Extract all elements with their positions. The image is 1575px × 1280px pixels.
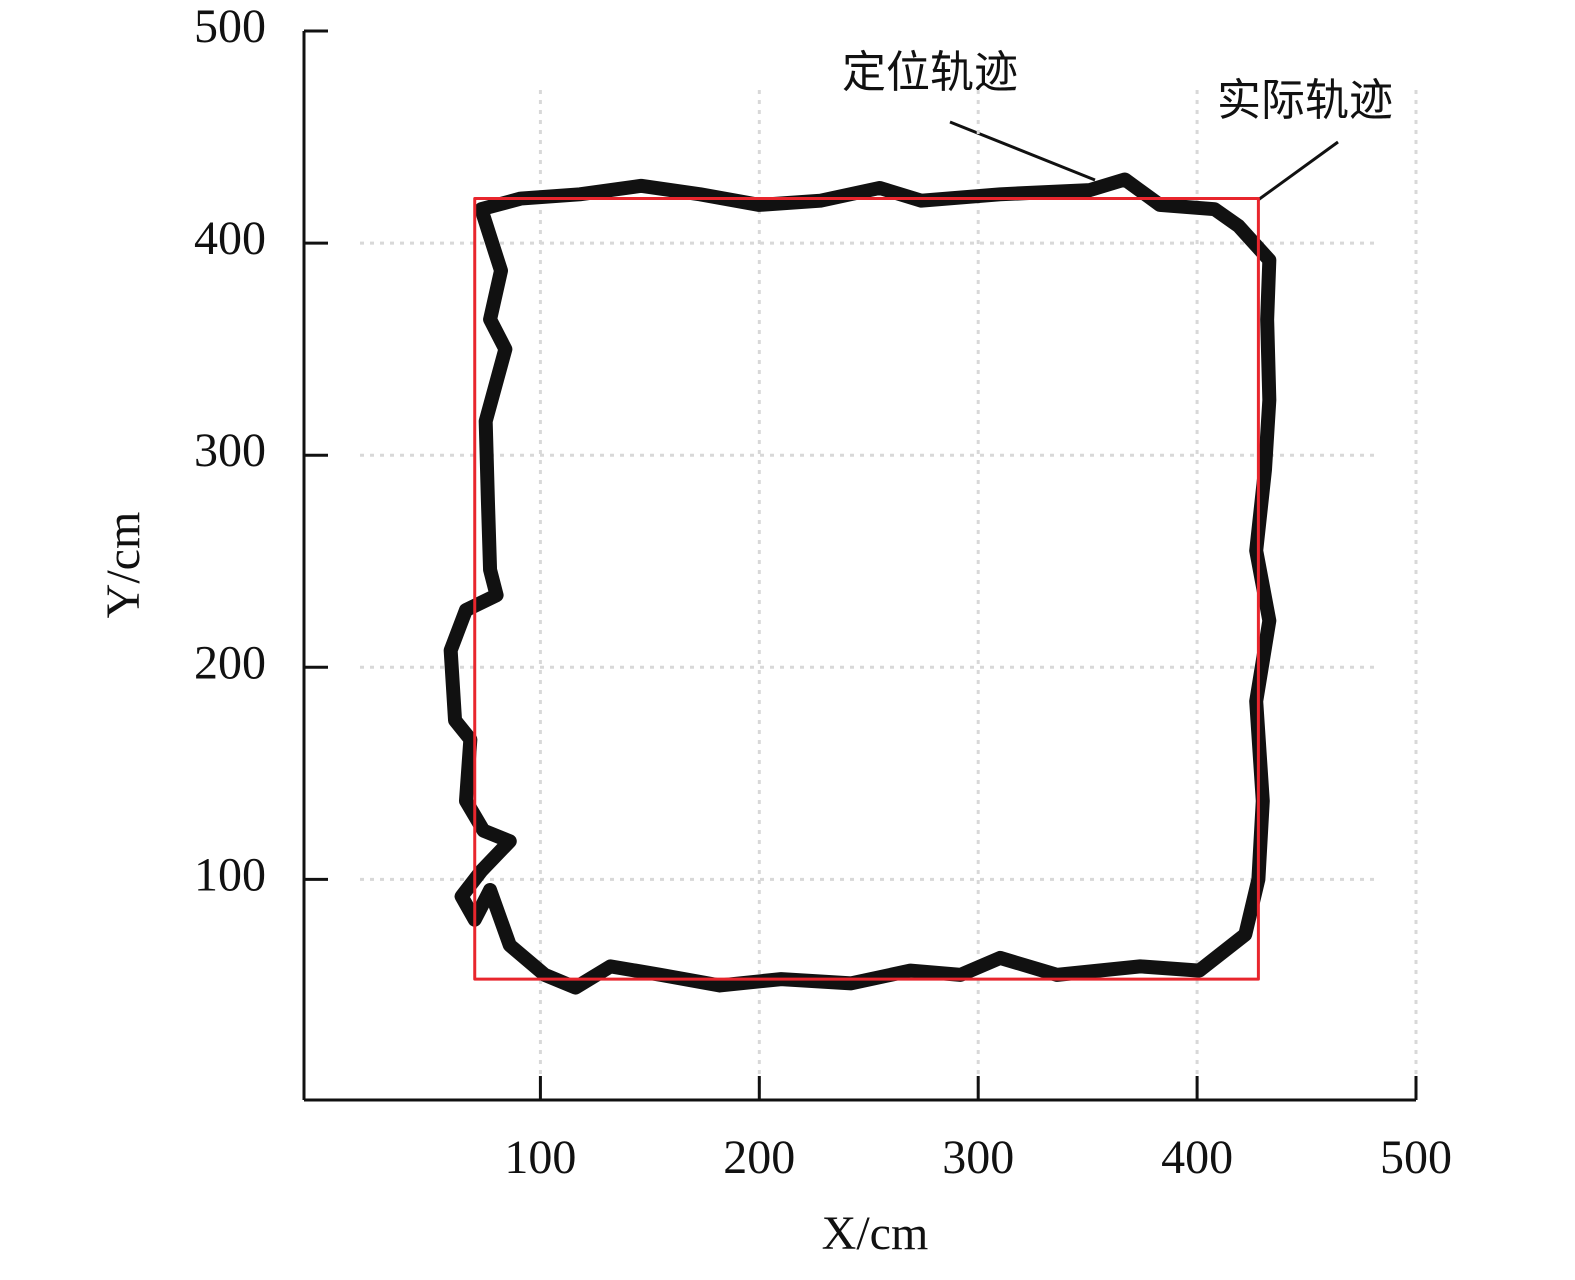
x-tick-label: 300 [942, 1131, 1014, 1184]
trajectory-line [443, 172, 1277, 995]
y-tick-label: 400 [194, 212, 266, 265]
x-tick-label: 200 [723, 1131, 795, 1184]
y-tick-label: 300 [194, 424, 266, 477]
x-axis-label: X/cm [822, 1207, 929, 1260]
actual-line [473, 197, 1260, 981]
x-tick-label: 400 [1161, 1131, 1233, 1184]
y-tick-label: 100 [194, 848, 266, 901]
y-tick-label: 500 [194, 0, 266, 53]
leader-line [949, 120, 1096, 182]
series-label: 定位轨迹 [842, 47, 1018, 98]
series-label: 实际轨迹 [1217, 75, 1393, 126]
y-axis-label: Y/cm [97, 512, 150, 619]
x-tick-label: 100 [504, 1131, 576, 1184]
x-tick-label: 500 [1380, 1131, 1452, 1184]
y-tick-label: 200 [194, 636, 266, 689]
leader-line [1257, 140, 1339, 202]
